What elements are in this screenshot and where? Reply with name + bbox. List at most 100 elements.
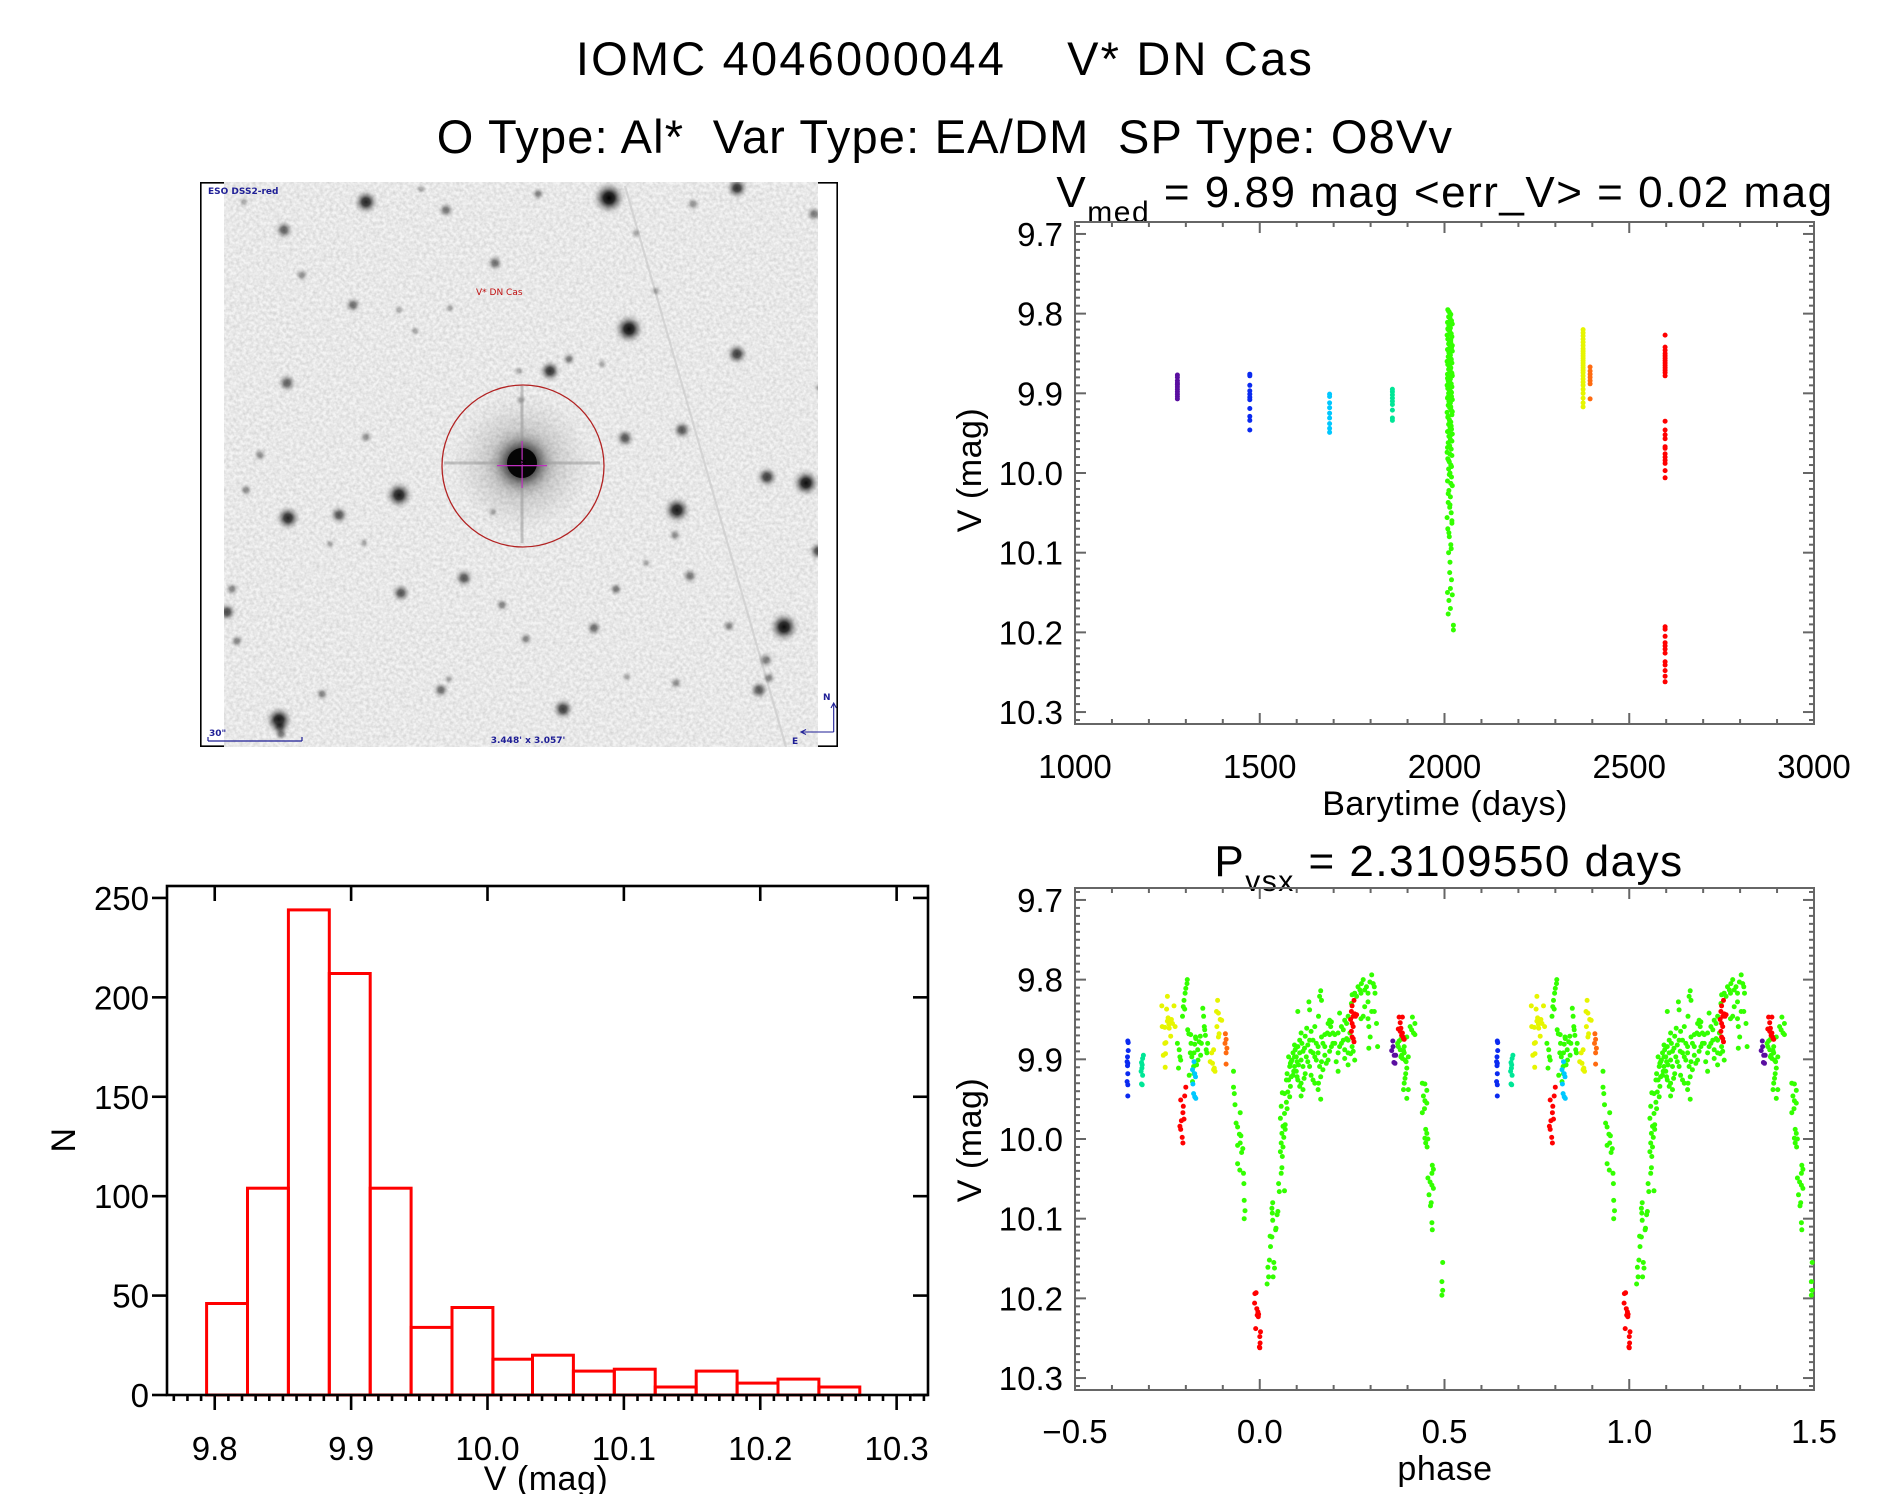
data-point	[1691, 1044, 1697, 1050]
data-point	[1668, 1040, 1674, 1046]
data-point	[1636, 1257, 1642, 1263]
data-point	[1268, 1244, 1273, 1250]
title-text: = 9.89 mag <err_V> = 0.02 mag	[1150, 168, 1833, 217]
data-point	[1580, 386, 1586, 392]
data-point	[1662, 633, 1668, 639]
data-point	[1674, 1042, 1680, 1048]
data-point	[1639, 1217, 1645, 1223]
data-point	[1390, 1038, 1396, 1044]
data-point	[1439, 1279, 1445, 1285]
data-point	[1282, 1111, 1287, 1116]
data-point	[1313, 1057, 1319, 1063]
data-point	[1233, 1120, 1239, 1126]
data-point	[1430, 1166, 1436, 1172]
data-point	[1545, 1065, 1551, 1071]
data-point	[1551, 1006, 1557, 1012]
data-point	[1198, 1040, 1204, 1046]
east-arrow-icon	[799, 729, 807, 735]
y-tick-label: 10.2	[999, 614, 1063, 651]
data-point	[1337, 1010, 1343, 1016]
data-point	[1662, 668, 1668, 674]
histogram-bar	[450, 1306, 495, 1397]
north-arrow-icon	[830, 701, 837, 709]
data-point	[1278, 1103, 1284, 1109]
data-point	[1439, 1292, 1445, 1298]
data-point	[1239, 1150, 1245, 1155]
data-point	[1547, 1057, 1553, 1063]
data-point	[1299, 1040, 1305, 1046]
histogram-bar	[694, 1369, 739, 1397]
data-point	[1723, 993, 1729, 999]
data-point	[1358, 1016, 1364, 1022]
x-tick-label: 10.2	[728, 1430, 792, 1467]
data-point	[1269, 1234, 1275, 1240]
data-point	[1758, 1048, 1764, 1054]
data-point	[1204, 1050, 1210, 1056]
data-point	[1292, 1064, 1297, 1069]
data-point	[1446, 361, 1452, 367]
star	[721, 618, 737, 634]
data-point	[1342, 1056, 1348, 1061]
data-point	[1717, 1017, 1723, 1022]
data-point	[1723, 1012, 1729, 1018]
data-point	[1351, 1039, 1357, 1045]
histogram-bar	[735, 1381, 780, 1397]
data-point	[1176, 1047, 1182, 1053]
data-point	[1770, 1087, 1776, 1093]
data-point	[1189, 1054, 1195, 1060]
data-point	[1235, 1161, 1241, 1167]
data-point	[1449, 343, 1455, 348]
figure-title-object-id: IOMC 4046000044 V* DN Cas	[576, 32, 1314, 85]
data-point	[1450, 622, 1456, 628]
star	[757, 651, 775, 669]
histogram-chart: V (mag) N 9.8 9.9 10.0 10.1 10.2 10.3 0 50 100 15…	[45, 880, 930, 1494]
data-point	[1719, 1044, 1725, 1050]
y-tick-label: 9.7	[1017, 882, 1063, 919]
star	[551, 697, 575, 721]
data-point	[1664, 1009, 1670, 1014]
data-point	[1567, 1033, 1573, 1039]
star	[561, 351, 577, 367]
data-point	[1735, 1016, 1740, 1022]
data-point	[1791, 1106, 1797, 1112]
data-point	[1771, 1044, 1777, 1050]
data-point	[1247, 397, 1253, 403]
data-point	[1215, 997, 1221, 1003]
data-point	[1319, 997, 1324, 1003]
data-point	[1447, 366, 1453, 372]
star	[591, 182, 627, 216]
x-tick-label: 1.0	[1606, 1413, 1652, 1450]
aperture-circle	[441, 384, 605, 548]
data-point	[1304, 1025, 1310, 1031]
data-point	[1741, 1009, 1747, 1014]
data-point	[1241, 1181, 1247, 1187]
data-point	[1288, 1059, 1294, 1065]
data-point	[1424, 1144, 1430, 1150]
data-point	[1799, 1227, 1805, 1233]
lightcurve-points	[1174, 307, 1668, 685]
data-point	[1423, 1126, 1429, 1132]
star	[224, 601, 238, 623]
data-point	[1583, 1024, 1589, 1030]
compass-east-label: E	[792, 737, 798, 747]
data-point	[1180, 1013, 1185, 1019]
data-point	[1202, 1027, 1208, 1033]
data-point	[1440, 1260, 1446, 1265]
data-point	[1654, 1071, 1660, 1077]
scale-bar	[207, 737, 303, 742]
x-tick-label: 2000	[1408, 748, 1481, 785]
data-point	[1201, 1013, 1207, 1019]
series-blue	[1247, 371, 1253, 433]
star	[443, 673, 455, 685]
data-point	[1362, 1004, 1368, 1010]
x-tick-label: 10.3	[865, 1430, 929, 1467]
data-point	[1174, 1040, 1180, 1046]
data-point	[1178, 1118, 1184, 1124]
y-tick-label: 0	[131, 1377, 149, 1414]
x-tick-label: 10.1	[592, 1430, 656, 1467]
data-point	[1741, 984, 1747, 990]
data-point	[1550, 1103, 1556, 1109]
data-point	[1278, 1170, 1284, 1176]
data-point	[1306, 999, 1312, 1005]
data-point	[1190, 1081, 1196, 1087]
